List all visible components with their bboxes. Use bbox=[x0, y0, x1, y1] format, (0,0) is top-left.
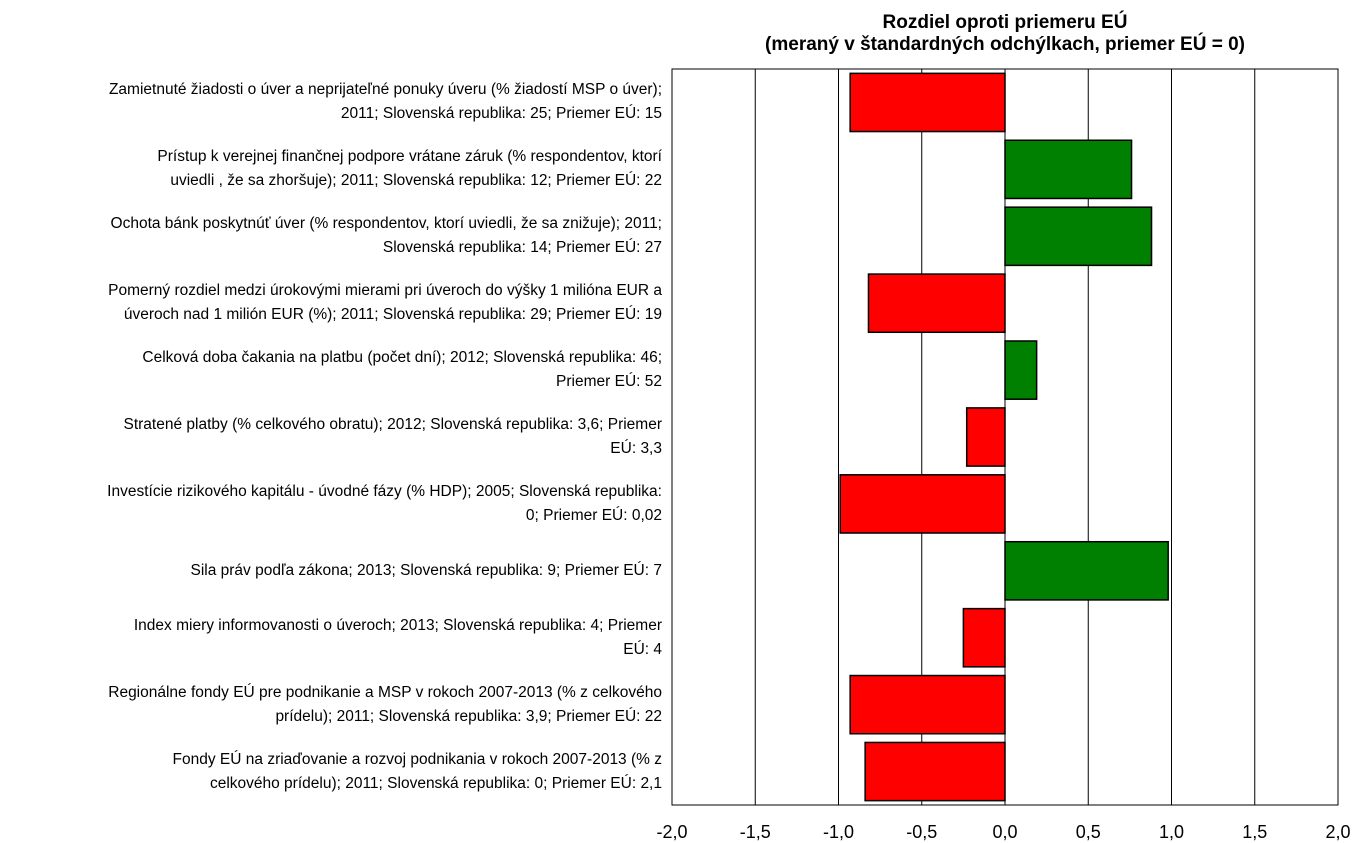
plot-area-border bbox=[671, 68, 1339, 806]
category-label-line: Slovenská republika: 14; Priemer EÚ: 27 bbox=[382, 239, 662, 257]
category-label-line: Prístup k verejnej finančnej podpore vrá… bbox=[157, 148, 662, 166]
category-label-line: úveroch nad 1 milión EUR (%); 2011; Slov… bbox=[123, 306, 662, 324]
bar bbox=[962, 607, 1006, 668]
category-label-line: Regionálne fondy EÚ pre podnikanie a MSP… bbox=[108, 683, 662, 701]
category-label: Ochota bánk poskytnúť úver (% respondent… bbox=[2, 212, 662, 260]
x-axis-tick-labels: -2,0 -1,5 -1,0 -0,5 0,0 0,5 1,0 1,5 2,0 bbox=[656, 822, 1350, 842]
category-label: Index miery informovanosti o úveroch; 20… bbox=[2, 614, 662, 662]
category-label-line: Fondy EÚ na zriaďovanie a rozvoj podnika… bbox=[172, 750, 662, 768]
bar bbox=[839, 474, 1006, 534]
category-label: Prístup k verejnej finančnej podpore vrá… bbox=[2, 145, 662, 193]
category-label-line: Priemer EÚ: 52 bbox=[556, 373, 662, 391]
category-label-line: uviedli , že sa zhoršuje); 2011; Slovens… bbox=[170, 172, 662, 190]
chart-title-line-2: (meraný v štandardných odchýlkach, priem… bbox=[765, 34, 1245, 55]
category-label-line: EÚ: 3,3 bbox=[610, 440, 662, 457]
category-label: Regionálne fondy EÚ pre podnikanie a MSP… bbox=[2, 681, 662, 729]
bars bbox=[839, 72, 1169, 802]
bar bbox=[849, 72, 1006, 133]
category-label-line: Zamietnuté žiadosti o úver a neprijateľn… bbox=[108, 81, 662, 99]
x-tick-label: 2,0 bbox=[1325, 822, 1350, 842]
x-tick-label: -2,0 bbox=[656, 822, 687, 842]
category-label-line: EÚ: 4 bbox=[623, 640, 662, 658]
bar bbox=[864, 741, 1006, 802]
category-label-line: Stratené platby (% celkového obratu); 20… bbox=[123, 416, 663, 433]
category-label: Sila práv podľa zákona; 2013; Slovenská … bbox=[2, 559, 662, 583]
category-label-line: prídelu); 2011; Slovenská republika: 3,9… bbox=[275, 707, 662, 725]
x-tick-label: 0,0 bbox=[992, 822, 1017, 842]
x-tick-label: 1,0 bbox=[1159, 822, 1184, 842]
category-label-line: Investície rizikového kapitálu - úvodné … bbox=[107, 482, 662, 500]
category-label-line: Index miery informovanosti o úveroch; 20… bbox=[133, 616, 662, 634]
category-label: Fondy EÚ na zriaďovanie a rozvoj podnika… bbox=[2, 748, 662, 796]
category-label: Pomerný rozdiel medzi úrokovými mierami … bbox=[2, 279, 662, 327]
x-tick-label: -1,0 bbox=[823, 822, 854, 842]
x-tick-label: -0,5 bbox=[906, 822, 937, 842]
category-label-line: Pomerný rozdiel medzi úrokovými mierami … bbox=[108, 282, 662, 300]
bar bbox=[1004, 139, 1133, 200]
x-tick-label: 1,5 bbox=[1242, 822, 1267, 842]
bar bbox=[1004, 540, 1169, 601]
chart-title: Rozdiel oproti priemeru EÚ (meraný v šta… bbox=[672, 12, 1338, 56]
category-label: Celková doba čakania na platbu (počet dn… bbox=[2, 346, 662, 394]
category-label-line: Celková doba čakania na platbu (počet dn… bbox=[142, 349, 662, 367]
category-labels: Zamietnuté žiadosti o úver a neprijateľn… bbox=[0, 0, 668, 843]
category-label-line: Ochota bánk poskytnúť úver (% respondent… bbox=[110, 215, 662, 233]
x-tick-label: 0,5 bbox=[1076, 822, 1101, 842]
category-label-line: 0; Priemer EÚ: 0,02 bbox=[525, 506, 662, 524]
bar bbox=[849, 674, 1006, 735]
bar bbox=[965, 407, 1006, 467]
bar bbox=[1004, 206, 1153, 267]
x-tick-label: -1,5 bbox=[740, 822, 771, 842]
category-label: Stratené platby (% celkového obratu); 20… bbox=[2, 413, 663, 461]
category-label: Zamietnuté žiadosti o úver a neprijateľn… bbox=[2, 78, 662, 126]
category-label-line: celkového prídelu); 2011; Slovenská repu… bbox=[209, 774, 662, 792]
bar bbox=[1004, 340, 1038, 400]
category-label-line: 2011; Slovenská republika: 25; Priemer E… bbox=[340, 105, 662, 123]
category-label: Investície rizikového kapitálu - úvodné … bbox=[2, 480, 662, 528]
bar bbox=[867, 273, 1006, 334]
category-label-line: Sila práv podľa zákona; 2013; Slovenská … bbox=[190, 561, 662, 579]
chart-title-line-1: Rozdiel oproti priemeru EÚ bbox=[882, 12, 1128, 33]
